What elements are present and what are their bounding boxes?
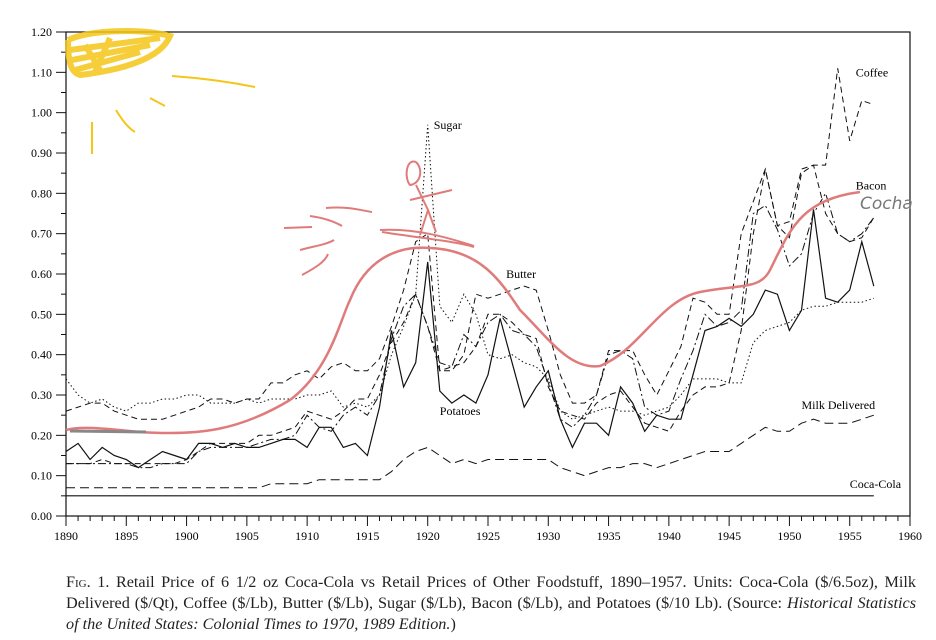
x-tick-label: 1930 [536, 529, 560, 543]
plot-frame [65, 31, 911, 517]
y-tick-label: 0.60 [31, 267, 52, 281]
y-tick-label: 0.70 [31, 227, 52, 241]
series-lines [65, 68, 875, 497]
x-tick-label: 1925 [476, 529, 500, 543]
series-label: Potatoes [440, 404, 481, 418]
y-tick-label: 0.80 [31, 186, 52, 200]
caption-source: Historical Statistics of the United Stat… [66, 594, 916, 633]
x-tick-label: 1950 [777, 529, 801, 543]
y-tick-label: 0.00 [31, 509, 52, 523]
figure-caption: Fig. 1. Retail Price of 6 1/2 oz Coca-Co… [66, 572, 916, 635]
series-label: Bacon [856, 178, 887, 192]
gray-scribble [69, 429, 147, 434]
series-line-bacon [66, 192, 875, 469]
series-label: Milk Delivered [801, 398, 875, 412]
y-tick-label: 1.10 [31, 65, 52, 79]
caption-text: Retail Price of 6 1/2 oz Coca-Cola vs Re… [66, 573, 916, 612]
y-tick-label: 0.40 [31, 348, 52, 362]
y-tick-label: 0.20 [31, 428, 52, 442]
x-tick-label: 1915 [355, 529, 379, 543]
series-label: Coffee [856, 65, 888, 79]
x-tick-label: 1895 [114, 529, 138, 543]
series-line-butter [65, 164, 875, 420]
series-label: Sugar [434, 118, 462, 132]
series-labels: Coca-Cola Milk Delivered Potatoes Sugar Butt… [434, 65, 902, 490]
handwritten-cocha-label: Cocha [860, 194, 913, 214]
x-tick-label: 1955 [838, 529, 862, 543]
x-tick-label: 1935 [597, 529, 621, 543]
hand-drawn-coca-cola-curve [65, 190, 861, 435]
series-line-milk-delivered [66, 414, 874, 489]
y-tick-label: 0.30 [31, 388, 52, 402]
line-chart: 0.00 0.10 0.20 0.30 0.40 0.50 0.60 0.70 0.80 0.90… [31, 25, 922, 543]
y-tick-label: 0.50 [31, 307, 52, 321]
series-label: Butter [506, 267, 536, 281]
x-tick-label: 1945 [717, 529, 741, 543]
x-tick-label: 1910 [295, 529, 319, 543]
y-tick-label: 0.10 [31, 469, 52, 483]
x-tick-label: 1920 [416, 529, 440, 543]
x-tick-label: 1960 [898, 529, 922, 543]
y-tick-label: 1.20 [31, 25, 52, 39]
figure-number: Fig. 1. [66, 573, 110, 591]
sun-drawing [65, 28, 175, 79]
x-tick-label: 1940 [657, 529, 681, 543]
stick-figure-drawing [283, 160, 475, 276]
x-tick-label: 1900 [175, 529, 199, 543]
hand-drawn-annotations: Cocha [65, 28, 913, 435]
axes: 0.00 0.10 0.20 0.30 0.40 0.50 0.60 0.70 0.80 0.90… [31, 25, 922, 543]
sun-rays [91, 75, 256, 154]
x-tick-label: 1905 [235, 529, 259, 543]
y-tick-label: 0.90 [31, 146, 52, 160]
y-tick-label: 1.00 [31, 106, 52, 120]
series-line-sugar [65, 124, 874, 420]
series-label: Coca-Cola [850, 477, 902, 491]
series-line-coffee [66, 68, 874, 465]
series-line-potatoes [65, 209, 875, 469]
x-tick-label: 1890 [54, 529, 78, 543]
caption-end: ) [450, 615, 456, 633]
